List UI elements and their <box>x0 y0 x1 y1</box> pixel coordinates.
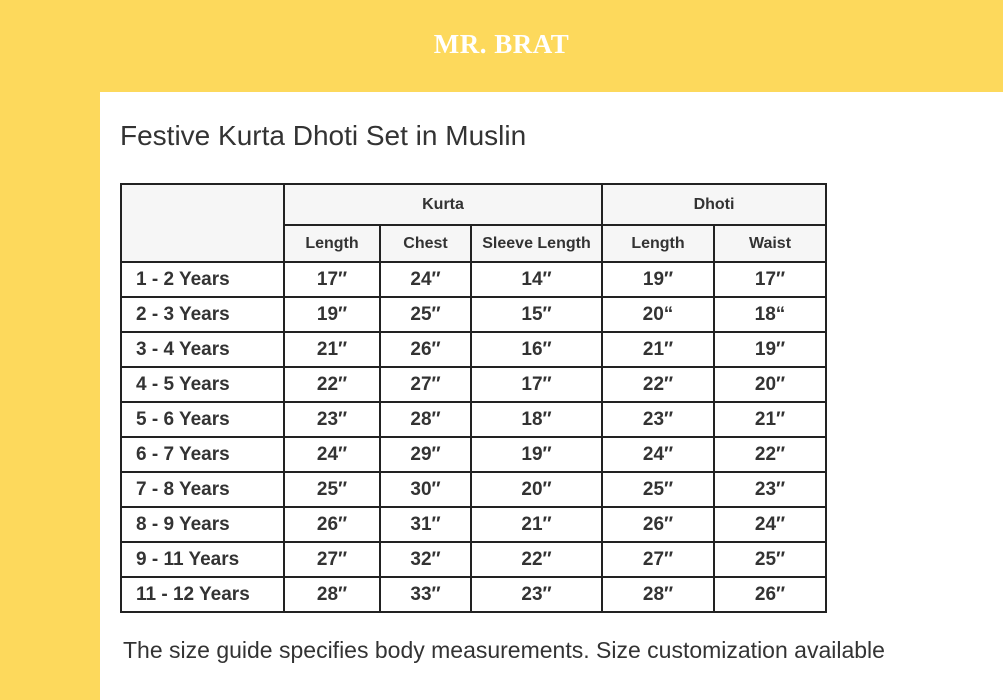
age-cell: 2 - 3 Years <box>120 296 285 333</box>
measure-cell: 28″ <box>379 401 472 438</box>
measure-cell: 25″ <box>283 471 381 508</box>
measure-cell: 27″ <box>601 541 715 578</box>
table-row: 4 - 5 Years 22″ 27″ 17″ 22″ 20″ <box>120 366 827 403</box>
column-header: Sleeve Length <box>470 224 603 263</box>
measure-cell: 25″ <box>379 296 472 333</box>
measure-cell: 17″ <box>713 261 827 298</box>
size-table: Kurta Dhoti Length Chest Sleeve Length Lengt… <box>120 183 827 613</box>
corner-cell <box>120 183 285 263</box>
table-row: 2 - 3 Years 19″ 25″ 15″ 20“ 18“ <box>120 296 827 333</box>
age-cell: 1 - 2 Years <box>120 261 285 298</box>
measure-cell: 19″ <box>601 261 715 298</box>
table-row: 8 - 9 Years 26″ 31″ 21″ 26″ 24″ <box>120 506 827 543</box>
table-row: 3 - 4 Years 21″ 26″ 16″ 21″ 19″ <box>120 331 827 368</box>
column-header: Length <box>283 224 381 263</box>
column-header: Chest <box>379 224 472 263</box>
measure-cell: 22″ <box>601 366 715 403</box>
measure-cell: 21″ <box>470 506 603 543</box>
content-panel: Festive Kurta Dhoti Set in Muslin Kurta D… <box>100 92 1003 700</box>
measure-cell: 23″ <box>601 401 715 438</box>
measure-cell: 22″ <box>470 541 603 578</box>
age-cell: 5 - 6 Years <box>120 401 285 438</box>
measure-cell: 25″ <box>713 541 827 578</box>
measure-cell: 26″ <box>713 576 827 613</box>
group-row: Kurta Dhoti <box>120 183 827 263</box>
measure-cell: 19″ <box>470 436 603 473</box>
measure-cell: 27″ <box>283 541 381 578</box>
measure-cell: 23″ <box>283 401 381 438</box>
column-header: Waist <box>713 224 827 263</box>
measure-cell: 17″ <box>470 366 603 403</box>
measure-cell: 21″ <box>283 331 381 368</box>
table-row: 9 - 11 Years 27″ 32″ 22″ 27″ 25″ <box>120 541 827 578</box>
measure-cell: 18″ <box>470 401 603 438</box>
measure-cell: 21″ <box>713 401 827 438</box>
measure-cell: 24″ <box>713 506 827 543</box>
measure-cell: 26″ <box>283 506 381 543</box>
table-row: 5 - 6 Years 23″ 28″ 18″ 23″ 21″ <box>120 401 827 438</box>
column-row: Length Chest Sleeve Length Length Waist <box>121 224 827 263</box>
table-row: 1 - 2 Years 17″ 24″ 14″ 19″ 17″ <box>120 261 827 298</box>
measure-cell: 24″ <box>283 436 381 473</box>
age-cell: 9 - 11 Years <box>120 541 285 578</box>
measure-cell: 21″ <box>601 331 715 368</box>
table-body: 1 - 2 Years 17″ 24″ 14″ 19″ 17″ 2 - 3 Years 19″… <box>120 261 827 613</box>
measure-cell: 26″ <box>601 506 715 543</box>
age-cell: 6 - 7 Years <box>120 436 285 473</box>
brand: MR. BRAT <box>433 29 570 59</box>
column-header: Length <box>601 224 715 263</box>
age-cell: 7 - 8 Years <box>120 471 285 508</box>
measure-cell: 26″ <box>379 331 472 368</box>
measure-cell: 30″ <box>379 471 472 508</box>
title: Festive Kurta Dhoti Set in Muslin <box>120 120 527 151</box>
measure-cell: 23″ <box>713 471 827 508</box>
group-header: Dhoti <box>601 183 827 226</box>
age-cell: 8 - 9 Years <box>120 506 285 543</box>
age-cell: 3 - 4 Years <box>120 331 285 368</box>
measure-cell: 27″ <box>379 366 472 403</box>
measure-cell: 18“ <box>713 296 827 333</box>
measure-cell: 24″ <box>601 436 715 473</box>
measure-cell: 17″ <box>283 261 381 298</box>
measure-cell: 19″ <box>713 331 827 368</box>
measure-cell: 20″ <box>470 471 603 508</box>
measure-cell: 28″ <box>601 576 715 613</box>
measure-cell: 28″ <box>283 576 381 613</box>
measure-cell: 15″ <box>470 296 603 333</box>
measure-cell: 16″ <box>470 331 603 368</box>
measure-cell: 19″ <box>283 296 381 333</box>
age-cell: 11 - 12 Years <box>120 576 285 613</box>
table-head: Kurta Dhoti Length Chest Sleeve Length Lengt… <box>120 183 827 263</box>
measure-cell: 22″ <box>283 366 381 403</box>
measure-cell: 20″ <box>713 366 827 403</box>
measure-cell: 20“ <box>601 296 715 333</box>
note: The size guide specifies body measuremen… <box>123 637 885 663</box>
table-row: 6 - 7 Years 24″ 29″ 19″ 24″ 22″ <box>120 436 827 473</box>
measure-cell: 32″ <box>379 541 472 578</box>
measure-cell: 14″ <box>470 261 603 298</box>
age-cell: 4 - 5 Years <box>120 366 285 403</box>
table-row: 7 - 8 Years 25″ 30″ 20″ 25″ 23″ <box>120 471 827 508</box>
table-row: 11 - 12 Years 28″ 33″ 23″ 28″ 26″ <box>120 576 827 613</box>
measure-cell: 22″ <box>713 436 827 473</box>
measure-cell: 23″ <box>470 576 603 613</box>
measure-cell: 25″ <box>601 471 715 508</box>
measure-cell: 29″ <box>379 436 472 473</box>
measure-cell: 24″ <box>379 261 472 298</box>
measure-cell: 31″ <box>379 506 472 543</box>
group-header: Kurta <box>283 183 603 226</box>
measure-cell: 33″ <box>379 576 472 613</box>
